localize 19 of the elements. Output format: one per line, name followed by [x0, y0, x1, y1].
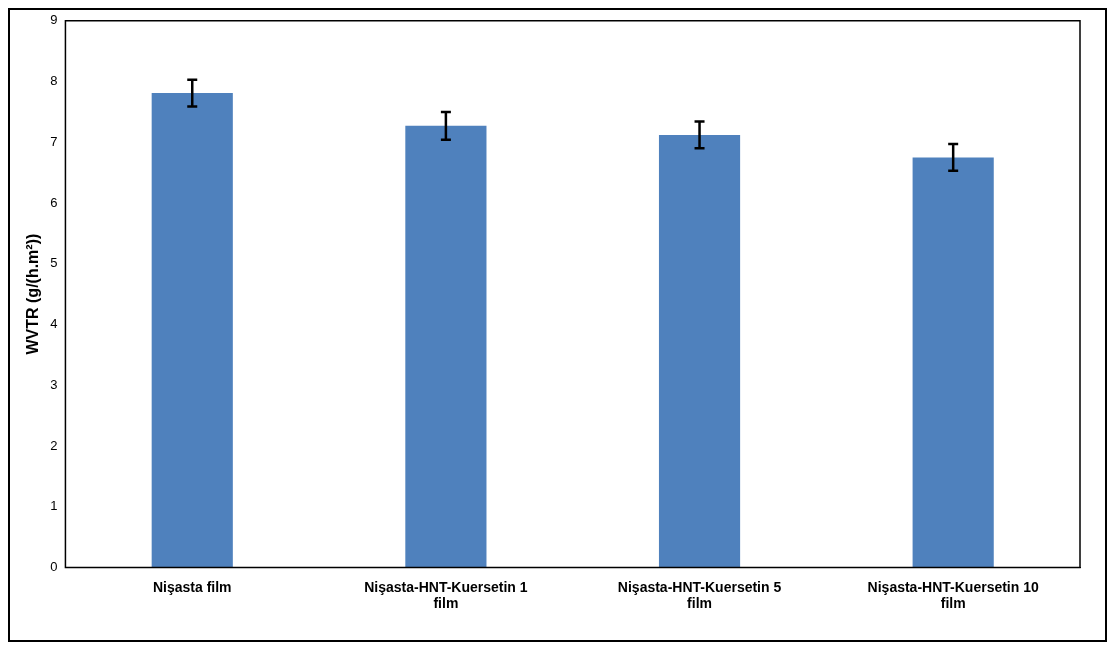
y-tick-label: 1 [50, 498, 58, 514]
y-tick-label: 3 [50, 376, 58, 392]
y-tick-label: 4 [50, 316, 58, 332]
y-axis-title: WVTR (g/(h.m²)) [24, 233, 42, 355]
x-tick-label: Nişasta film [152, 578, 232, 595]
y-tick-label: 0 [50, 558, 58, 574]
y-tick-label: 9 [50, 12, 58, 28]
y-tick-label: 7 [50, 133, 58, 149]
y-tick-label: 5 [50, 255, 58, 271]
x-tick-label: Nişasta-HNT-Kuersetin 10 film [867, 578, 1039, 612]
bar [405, 125, 487, 568]
x-tick-label: Nişasta-HNT-Kuersetin 5 film [617, 578, 782, 612]
y-tick-label: 8 [50, 73, 58, 89]
y-tick-label: 2 [50, 437, 58, 453]
bar [151, 93, 233, 568]
x-tick-label: Nişasta-HNT-Kuersetin 1 film [364, 578, 528, 612]
bar [912, 157, 994, 568]
y-tick-label: 6 [50, 194, 58, 210]
bar [658, 134, 741, 568]
